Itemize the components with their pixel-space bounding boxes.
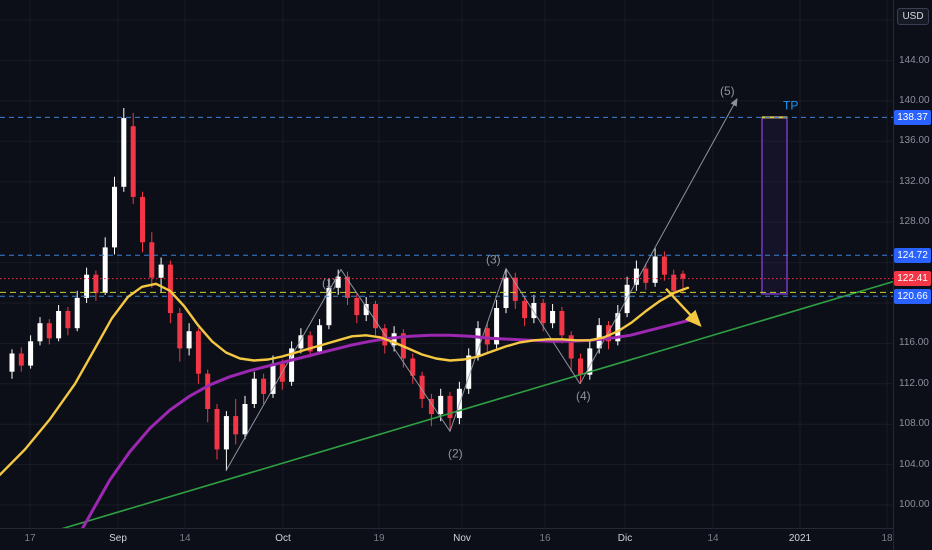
time-axis-label: 14 bbox=[179, 533, 191, 544]
price-axis-label: 116.00 bbox=[899, 337, 929, 349]
time-axis-label: 14 bbox=[707, 533, 719, 544]
price-axis-label: 128.00 bbox=[899, 216, 930, 228]
time-axis-label: Sep bbox=[109, 533, 127, 544]
time-axis[interactable]: 17 Sep 14 Oct 19 Nov 16 Dic 14 2021 18 bbox=[0, 528, 893, 550]
elliott-wave-drawing[interactable] bbox=[225, 98, 738, 471]
time-axis-label: Dic bbox=[617, 533, 633, 544]
svg-text:(5): (5) bbox=[720, 84, 735, 98]
time-axis-label: 18 bbox=[881, 533, 893, 544]
time-axis-label: Nov bbox=[453, 533, 471, 544]
tp-label: TP bbox=[783, 98, 798, 112]
price-level-lines[interactable] bbox=[0, 116, 893, 297]
price-axis[interactable]: USD 144.00 140.00 136.00 132.00 128.00 116.00… bbox=[893, 0, 932, 550]
price-axis-label: 144.00 bbox=[899, 54, 930, 66]
price-tag-138.37: 138.37 bbox=[894, 110, 931, 125]
price-tag-124.72: 124.72 bbox=[894, 248, 931, 263]
chart-canvas[interactable]: TP (1) (2) (3) (4) (5) bbox=[0, 0, 893, 528]
time-axis-label: 2021 bbox=[788, 533, 812, 544]
time-axis-label: 19 bbox=[373, 533, 385, 544]
price-chart-svg[interactable]: TP (1) (2) (3) (4) (5) bbox=[0, 0, 893, 528]
price-axis-label: 136.00 bbox=[899, 135, 930, 147]
price-axis-label: 100.00 bbox=[899, 499, 930, 510]
grid-lines bbox=[0, 0, 893, 528]
currency-button[interactable]: USD bbox=[897, 8, 929, 25]
price-tag-120.66: 120.66 bbox=[894, 289, 931, 304]
ma-fast-yellow-line bbox=[0, 282, 690, 476]
trendline-green[interactable] bbox=[40, 280, 893, 528]
svg-text:(4): (4) bbox=[576, 389, 591, 403]
price-axis-label: 140.00 bbox=[899, 94, 930, 106]
svg-text:(3): (3) bbox=[486, 253, 501, 267]
price-axis-label: 132.00 bbox=[899, 175, 930, 187]
pullback-arrow[interactable] bbox=[665, 287, 702, 327]
time-axis-label: 17 bbox=[24, 533, 36, 544]
svg-text:(2): (2) bbox=[448, 447, 463, 461]
time-axis-label: 16 bbox=[539, 533, 551, 544]
price-tag-122.41: 122.41 bbox=[894, 271, 931, 286]
price-axis-label: 112.00 bbox=[899, 377, 929, 389]
svg-text:(1): (1) bbox=[322, 276, 337, 290]
time-axis-label: Oct bbox=[275, 533, 291, 544]
price-axis-label: 104.00 bbox=[899, 458, 930, 470]
wave-labels: (1) (2) (3) (4) (5) bbox=[322, 84, 735, 461]
tp-target-box[interactable]: TP bbox=[761, 98, 798, 295]
candlestick-series bbox=[9, 108, 686, 471]
price-axis-label: 108.00 bbox=[899, 418, 930, 430]
